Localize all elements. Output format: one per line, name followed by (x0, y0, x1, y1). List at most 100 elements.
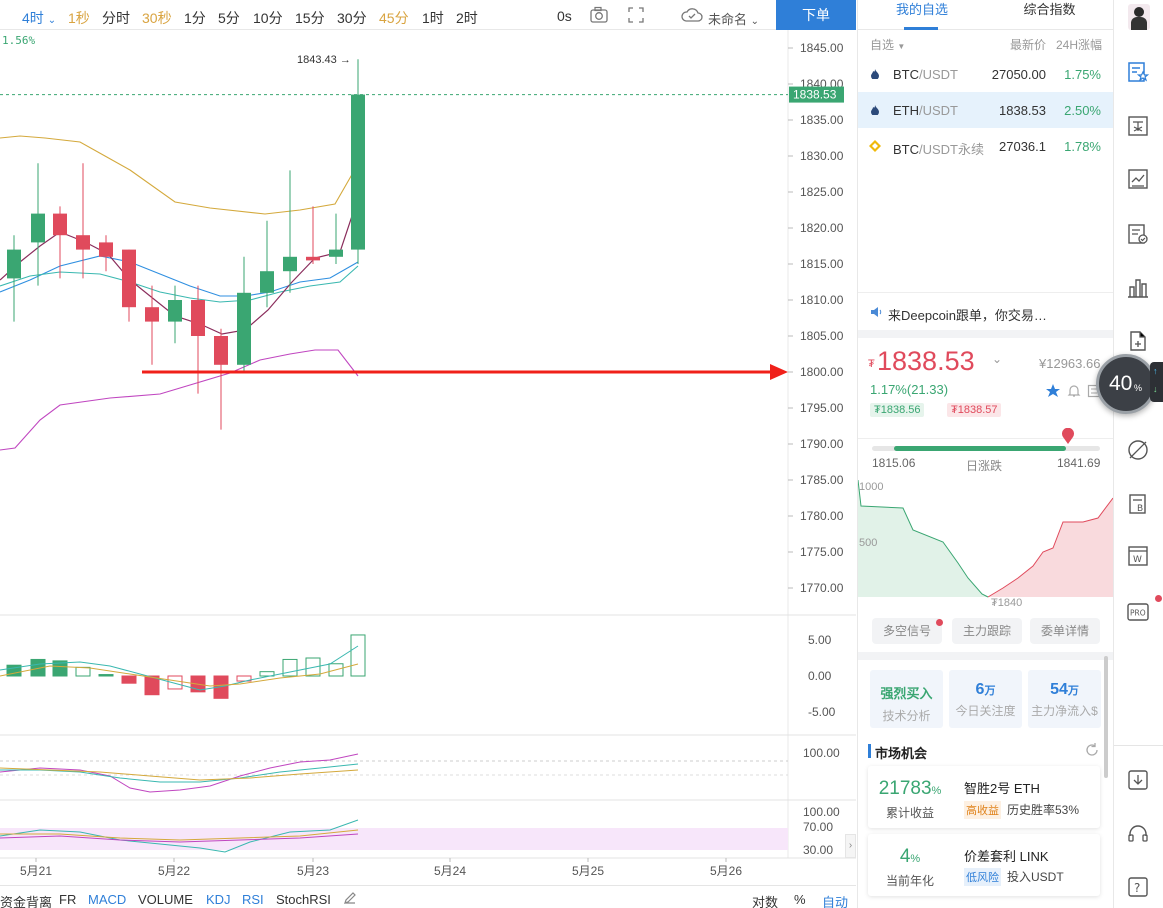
window-w-icon[interactable]: W (1126, 544, 1150, 568)
percent-scale-toggle[interactable]: % (794, 892, 806, 907)
indicator-fr[interactable]: FR (59, 892, 77, 907)
stat-technical-analysis[interactable]: 强烈买入 技术分析 (870, 670, 943, 728)
chart-report-icon[interactable] (1126, 167, 1150, 191)
svg-text:?: ? (1134, 881, 1140, 895)
depth-chart[interactable]: 1000 500 ₮1840 (858, 478, 1113, 610)
compass-icon[interactable] (1126, 438, 1150, 462)
opportunity-card-link[interactable]: 4% 当前年化 价差套利 LINK 低风险 投入USDT (868, 834, 1100, 896)
refresh-icon[interactable] (1085, 743, 1099, 757)
star-icon[interactable] (1046, 384, 1060, 398)
section-divider (858, 330, 1113, 338)
kdj-k-line (0, 763, 359, 783)
timeframe-15m[interactable]: 15分 (295, 10, 325, 26)
stat-attention[interactable]: 6万 今日关注度 (949, 670, 1022, 728)
timeframe-30m[interactable]: 30分 (337, 10, 367, 26)
tab-watchlist[interactable]: 我的自选 (895, 2, 948, 17)
candle-body (283, 256, 297, 272)
candle-body (145, 307, 159, 322)
stat-net-inflow[interactable]: 54万 主力净流入$ (1028, 670, 1101, 728)
help-icon[interactable]: ? (1126, 875, 1150, 899)
indicator-rsi[interactable]: RSI (242, 892, 264, 907)
timeframe-1m[interactable]: 1分 (184, 10, 206, 26)
macd-dif-line (0, 645, 359, 691)
order-button[interactable]: 下单 (776, 0, 856, 30)
watchlist-group[interactable]: 自选 ▼ (870, 38, 906, 52)
download-icon[interactable] (1126, 768, 1150, 792)
ma-purple-line (0, 349, 359, 451)
document-check-icon[interactable] (1126, 222, 1150, 246)
macd-histogram-bar (282, 658, 298, 677)
chart-area[interactable]: 1845.00 1840.00 1835.00 1830.00 1825.00 1820.… (0, 30, 856, 885)
timeframe-5m[interactable]: 5分 (218, 10, 240, 26)
kdj-d-line (0, 767, 359, 781)
indicator-fund-divergence[interactable]: 资金背离 (0, 895, 53, 908)
log-scale-toggle[interactable]: 对数 (752, 895, 779, 908)
candle-body (122, 249, 136, 308)
long-short-signal-pill[interactable]: 多空信号 (872, 618, 942, 644)
order-detail-pill[interactable]: 委单详情 (1030, 618, 1100, 644)
edit-icon[interactable] (343, 891, 357, 905)
bid-price[interactable]: ₮1838.56 (870, 403, 925, 417)
cloud-icon[interactable] (680, 6, 704, 24)
tab-composite-index[interactable]: 综合指数 (1023, 2, 1076, 17)
document-b-icon[interactable]: B (1126, 492, 1150, 516)
candle-body (191, 300, 205, 336)
chevron-down-icon[interactable]: ⌄ (992, 352, 1003, 366)
macd-histogram-bar (259, 671, 275, 677)
watchlist-row-btc[interactable]: BTC/USDT 27050.00 1.75% (858, 56, 1113, 92)
candle-body (351, 94, 365, 250)
macd-histogram-bar (6, 664, 22, 677)
avatar[interactable] (1128, 4, 1150, 30)
bar-chart-icon[interactable] (1126, 276, 1150, 300)
current-price-tag-bg (789, 86, 844, 103)
main-force-tracking-pill[interactable]: 主力跟踪 (952, 618, 1022, 644)
timeframe-30s[interactable]: 30秒 (142, 10, 172, 26)
layout-name[interactable]: 未命名 ⌄ (708, 12, 760, 27)
headset-icon[interactable] (1126, 822, 1150, 846)
timeframe-1s[interactable]: 1秒 (68, 10, 90, 26)
timeframe-4h[interactable]: 4时 ⌄ (22, 10, 57, 26)
timeframe-line[interactable]: 分时 (102, 10, 130, 26)
timeframe-45m[interactable]: 45分 (379, 10, 409, 26)
indicator-macd[interactable]: MACD (88, 892, 127, 907)
indicator-stochrsi[interactable]: StochRSI (276, 892, 331, 907)
current-price-marker-icon (1062, 428, 1074, 444)
speed-arrows[interactable]: ↑ ↓ (1150, 362, 1163, 402)
price-axis-label: 1775.00 (800, 545, 844, 559)
watchlist-change-header[interactable]: 24H涨幅 (1056, 38, 1103, 52)
watchlist-row-btc-perp[interactable]: BTC/USDT永续 27036.1 1.78% (858, 128, 1113, 164)
timeframe-2h[interactable]: 2时 (456, 10, 478, 26)
indicator-kdj[interactable]: KDJ (206, 892, 231, 907)
candle-body (214, 336, 228, 365)
current-price-tag: 1838.53 (793, 88, 837, 102)
section-divider (858, 652, 1113, 660)
bell-icon[interactable] (1067, 384, 1081, 398)
ask-price[interactable]: ₮1838.57 (947, 403, 1002, 417)
flame-icon (871, 105, 879, 115)
fullscreen-icon[interactable] (627, 6, 645, 24)
watchlist-row-eth[interactable]: ETH/USDT 1838.53 2.50% (858, 92, 1113, 128)
timeframe-1h[interactable]: 1时 (422, 10, 444, 26)
indicator-volume[interactable]: VOLUME (138, 892, 193, 907)
watchlist-star-icon[interactable] (1126, 60, 1150, 84)
watchlist-price-header[interactable]: 最新价 (1010, 38, 1047, 52)
collapse-panel-handle[interactable]: › (845, 834, 856, 858)
new-document-icon[interactable] (1126, 329, 1150, 353)
active-tab-indicator (904, 27, 938, 30)
opportunity-card-eth[interactable]: 21783% 累计收益 智胜2号 ETH 高收益 历史胜率53% (868, 766, 1100, 828)
macd-histogram-bar (350, 634, 366, 677)
price-axis-label: 1805.00 (800, 329, 844, 343)
svg-text:PRO: PRO (1130, 609, 1146, 618)
price-axis-label: 1825.00 (800, 185, 844, 199)
zoom-badge[interactable]: 40 % (1096, 354, 1156, 414)
pro-icon[interactable]: PRO (1126, 600, 1150, 624)
camera-icon[interactable] (589, 6, 609, 24)
candlestick-chart[interactable]: 1845.001840.001835.001830.001825.001820.… (0, 30, 856, 885)
buy-icon[interactable] (1126, 114, 1150, 138)
timeframe-10m[interactable]: 10分 (253, 10, 283, 26)
notice-bar[interactable]: 来Deepcoin跟单，你交易… (858, 292, 1113, 330)
auto-scale-toggle[interactable]: 自动 (822, 895, 849, 908)
section-marker (868, 744, 871, 758)
depth-mid-price: ₮1840 (991, 597, 1022, 609)
panel-scrollbar[interactable] (1104, 656, 1108, 778)
